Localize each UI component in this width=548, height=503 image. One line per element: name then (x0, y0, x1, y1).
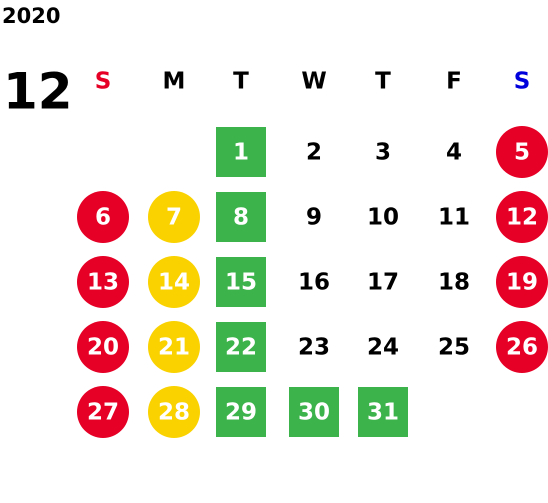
day-number: 21 (158, 335, 190, 361)
day-number: 6 (95, 205, 111, 231)
day-number: 24 (367, 335, 399, 361)
day-number: 29 (225, 400, 257, 426)
day-square (216, 387, 266, 437)
day-circle (496, 126, 548, 178)
day-number: 8 (233, 205, 249, 231)
day-square (216, 322, 266, 372)
day-number: 5 (514, 140, 530, 166)
day-number: 30 (298, 400, 330, 426)
day-circle (77, 256, 129, 308)
day-circle (77, 191, 129, 243)
day-square (289, 387, 339, 437)
day-number: 20 (87, 335, 119, 361)
weekday-label: F (446, 69, 462, 95)
day-number: 31 (367, 400, 399, 426)
day-number: 18 (438, 270, 470, 296)
day-circle (77, 321, 129, 373)
day-number: 22 (225, 335, 257, 361)
year: 2020 (2, 4, 60, 28)
day-circle (496, 321, 548, 373)
day-number: 25 (438, 335, 470, 361)
day-circle (148, 256, 200, 308)
day-number: 27 (87, 400, 119, 426)
day-number: 23 (298, 335, 330, 361)
day-circle (496, 191, 548, 243)
day-number: 3 (375, 140, 391, 166)
day-number: 10 (367, 205, 399, 231)
day-number: 28 (158, 400, 190, 426)
day-square (358, 387, 408, 437)
day-number: 1 (233, 140, 249, 166)
day-circle (496, 256, 548, 308)
day-square (216, 257, 266, 307)
day-number: 15 (225, 270, 257, 296)
day-circle (148, 386, 200, 438)
day-number: 14 (158, 270, 190, 296)
weekday-label: S (514, 69, 531, 95)
day-circle (148, 191, 200, 243)
day-number: 17 (367, 270, 399, 296)
day-circle (77, 386, 129, 438)
day-number: 11 (438, 205, 470, 231)
day-square (216, 127, 266, 177)
day-number: 16 (298, 270, 330, 296)
day-number: 4 (446, 140, 462, 166)
day-number: 26 (506, 335, 538, 361)
day-number: 19 (506, 270, 538, 296)
weekday-label: T (233, 69, 249, 95)
day-square (216, 192, 266, 242)
day-circle (148, 321, 200, 373)
day-number: 7 (166, 205, 182, 231)
day-number: 9 (306, 205, 322, 231)
day-number: 2 (306, 140, 322, 166)
day-number: 12 (506, 205, 538, 231)
weekday-label: M (163, 69, 186, 95)
day-number: 13 (87, 270, 119, 296)
weekday-label: T (375, 69, 391, 95)
weekday-label: W (301, 69, 326, 95)
month: 12 (3, 63, 73, 121)
weekday-label: S (95, 69, 112, 95)
